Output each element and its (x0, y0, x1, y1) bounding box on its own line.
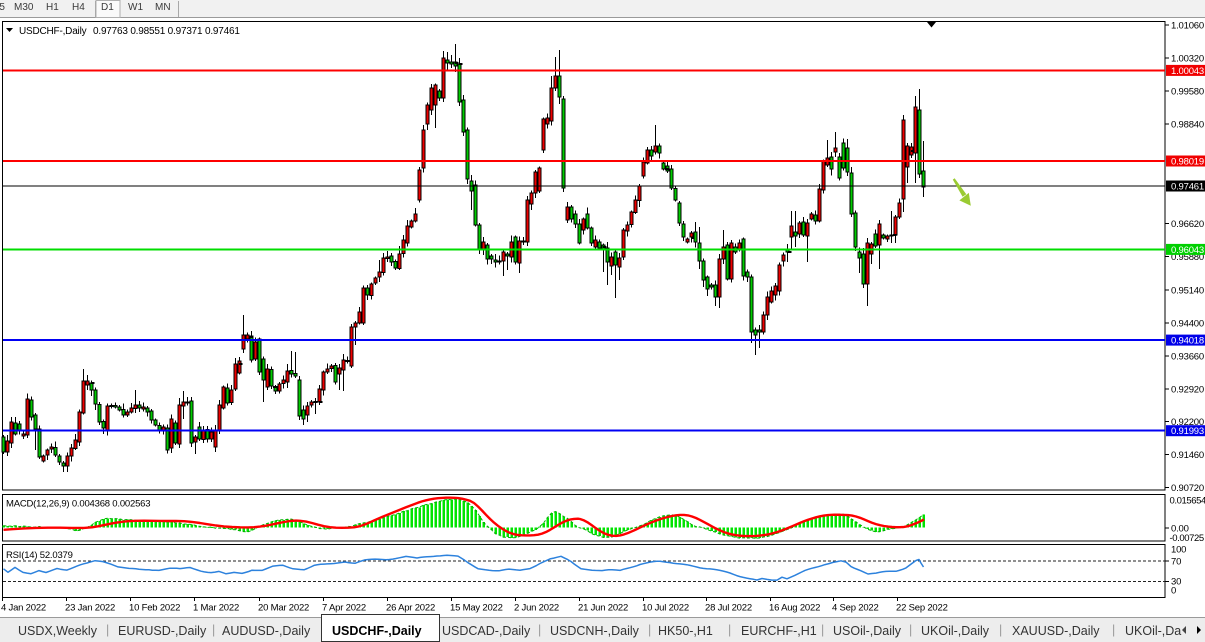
svg-text:H1: H1 (46, 2, 59, 13)
svg-text:1.01060: 1.01060 (1171, 20, 1204, 31)
svg-text:4 Sep 2022: 4 Sep 2022 (832, 603, 879, 614)
svg-text:|: | (648, 623, 651, 637)
svg-text:0.96043: 0.96043 (1171, 245, 1204, 256)
svg-text:0.95140: 0.95140 (1171, 285, 1204, 296)
svg-text:HK50-,H1: HK50-,H1 (658, 624, 713, 638)
svg-text:|: | (212, 623, 215, 637)
svg-text:|: | (1112, 623, 1115, 637)
svg-text:USOil-,Daily: USOil-,Daily (833, 624, 902, 638)
svg-text:1 Mar 2022: 1 Mar 2022 (193, 603, 239, 614)
svg-text:W1: W1 (128, 2, 143, 13)
svg-text:7 Apr 2022: 7 Apr 2022 (322, 603, 366, 614)
svg-text:|: | (999, 623, 1002, 637)
svg-text:-0.00725: -0.00725 (1170, 533, 1204, 544)
svg-text:|: | (538, 623, 541, 637)
svg-text:UKOil-,Daily: UKOil-,Daily (921, 624, 990, 638)
svg-text:4 Jan 2022: 4 Jan 2022 (1, 603, 46, 614)
svg-text:MN: MN (155, 2, 171, 13)
svg-text:EURCHF-,H1: EURCHF-,H1 (741, 624, 817, 638)
svg-text:0.94400: 0.94400 (1171, 319, 1204, 330)
svg-text:10 Feb 2022: 10 Feb 2022 (129, 603, 180, 614)
svg-text:0.92920: 0.92920 (1171, 385, 1204, 396)
svg-text:USDX,Weekly: USDX,Weekly (18, 624, 98, 638)
svg-text:0.98019: 0.98019 (1171, 157, 1204, 168)
svg-text:AUDUSD-,Daily: AUDUSD-,Daily (222, 624, 311, 638)
svg-text:2 Jun 2022: 2 Jun 2022 (514, 603, 559, 614)
svg-text:|: | (728, 623, 731, 637)
svg-text:0.98840: 0.98840 (1171, 120, 1204, 131)
svg-text:XAUUSD-,Daily: XAUUSD-,Daily (1012, 624, 1100, 638)
svg-text:0.92200: 0.92200 (1171, 417, 1204, 428)
svg-text:15 May 2022: 15 May 2022 (450, 603, 503, 614)
svg-text:M5: M5 (0, 2, 5, 13)
svg-text:H4: H4 (72, 2, 85, 13)
svg-text:0: 0 (1171, 586, 1176, 597)
svg-text:0.93660: 0.93660 (1171, 352, 1204, 363)
svg-text:70: 70 (1171, 557, 1181, 568)
svg-text:26 Apr 2022: 26 Apr 2022 (386, 603, 435, 614)
svg-text:|: | (106, 623, 109, 637)
svg-text:USDCHF-,Daily: USDCHF-,Daily (332, 624, 422, 638)
svg-text:1.00320: 1.00320 (1171, 54, 1204, 65)
svg-text:0.00: 0.00 (1171, 524, 1189, 535)
svg-text:0.97461: 0.97461 (1171, 182, 1204, 193)
svg-text:20 Mar 2022: 20 Mar 2022 (258, 603, 309, 614)
svg-text:28 Jul 2022: 28 Jul 2022 (705, 603, 752, 614)
svg-text:10 Jul 2022: 10 Jul 2022 (642, 603, 689, 614)
svg-text:23 Jan 2022: 23 Jan 2022 (65, 603, 115, 614)
svg-text:RSI(14) 52.0379: RSI(14) 52.0379 (6, 550, 73, 561)
svg-text:100: 100 (1171, 545, 1186, 556)
svg-text:M30: M30 (14, 2, 34, 13)
svg-text:0.90720: 0.90720 (1171, 483, 1204, 494)
svg-text:1.00043: 1.00043 (1171, 66, 1204, 77)
svg-text:MACD(12,26,9) 0.004368 0.00256: MACD(12,26,9) 0.004368 0.002563 (6, 499, 150, 510)
svg-text:22 Sep 2022: 22 Sep 2022 (896, 603, 948, 614)
svg-text:0.99580: 0.99580 (1171, 87, 1204, 98)
svg-text:0.91993: 0.91993 (1171, 426, 1204, 437)
svg-text:30: 30 (1171, 577, 1181, 588)
svg-text:16 Aug 2022: 16 Aug 2022 (769, 603, 820, 614)
svg-text:0.96620: 0.96620 (1171, 219, 1204, 230)
svg-text:EURUSD-,Daily: EURUSD-,Daily (118, 624, 207, 638)
svg-text:UKOil-,Da: UKOil-,Da (1125, 624, 1181, 638)
svg-text:0.97763 0.98551 0.97371 0.9746: 0.97763 0.98551 0.97371 0.97461 (93, 26, 240, 37)
svg-text:0.94018: 0.94018 (1171, 336, 1204, 347)
svg-text:0.91460: 0.91460 (1171, 450, 1204, 461)
svg-text:0.95880: 0.95880 (1171, 252, 1204, 263)
svg-text:USDCHF-,Daily: USDCHF-,Daily (19, 26, 87, 37)
svg-text:|: | (909, 623, 912, 637)
svg-text:USDCAD-,Daily: USDCAD-,Daily (442, 624, 531, 638)
svg-text:|: | (821, 623, 824, 637)
svg-text:0.015654: 0.015654 (1170, 496, 1205, 507)
svg-text:21 Jun 2022: 21 Jun 2022 (578, 603, 628, 614)
svg-text:D1: D1 (101, 2, 114, 13)
svg-text:USDCNH-,Daily: USDCNH-,Daily (550, 624, 640, 638)
